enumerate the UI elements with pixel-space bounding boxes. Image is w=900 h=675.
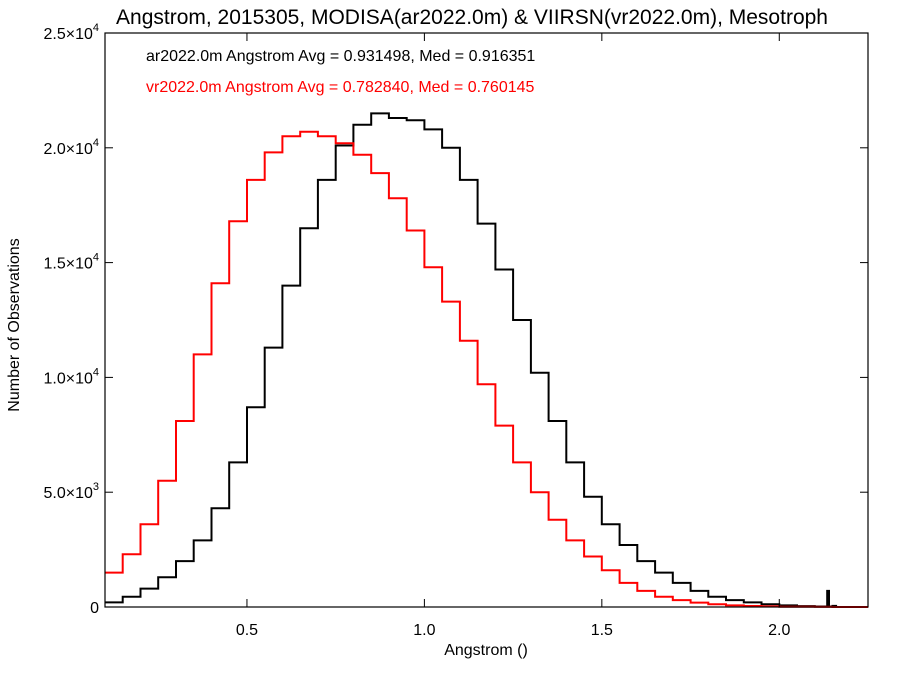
y-tick-label: 2.5×104	[43, 22, 99, 43]
annotation-viirs-stats: vr2022.0m Angstrom Avg = 0.782840, Med =…	[146, 79, 535, 96]
series-line-red	[105, 130, 868, 608]
x-axis-label: Angstrom ()	[444, 642, 528, 659]
plot-frame	[104, 32, 869, 608]
y-tick-exponent: 4	[93, 137, 99, 149]
x-tick-label: 1.0	[413, 622, 435, 639]
annotation-modisa-stats: ar2022.0m Angstrom Avg = 0.931498, Med =…	[146, 48, 535, 65]
x-tick-label: 1.5	[591, 622, 613, 639]
y-tick-label: 5.0×103	[43, 481, 99, 502]
y-tick-exponent: 4	[93, 366, 99, 378]
chart-title: Angstrom, 2015305, MODISA(ar2022.0m) & V…	[116, 6, 828, 29]
y-axis-label: Number of Observations	[6, 238, 23, 411]
x-tick-label: 2.0	[768, 622, 790, 639]
y-tick-exponent: 4	[93, 22, 99, 34]
axis-ticks: 0.5 1.0 1.5 2.0 0 5.0×103 1.0×104 1.5×104 2.0×10…	[43, 22, 868, 639]
x-tick-label: 0.5	[236, 622, 258, 639]
y-tick-label: 1.0×104	[43, 366, 99, 387]
y-tick-exponent: 4	[93, 252, 99, 264]
y-tick-label: 2.0×104	[43, 137, 99, 158]
y-tick-exponent: 3	[93, 481, 99, 493]
y-tick-label: 1.5×104	[43, 252, 99, 273]
y-tick-label: 0	[90, 600, 99, 617]
